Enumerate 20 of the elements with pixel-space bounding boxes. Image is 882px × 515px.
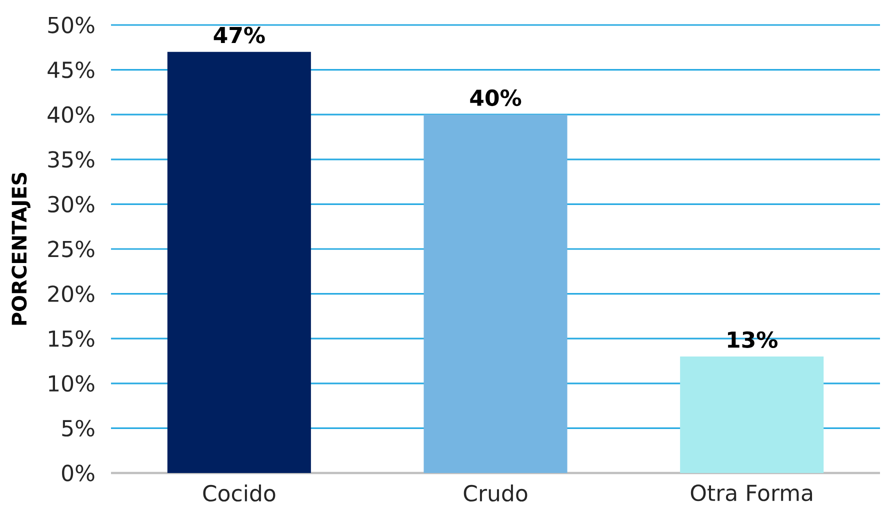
x-tick-label: Otra Forma [690, 484, 812, 502]
y-axis-title: PORCENTAJES [12, 172, 30, 325]
y-tick-label: 35% [48, 151, 94, 168]
bar [680, 356, 824, 473]
y-tick-label: 5% [62, 420, 94, 437]
y-tick-label: 10% [48, 375, 94, 392]
y-tick-label: 40% [48, 106, 94, 123]
y-tick-label: 50% [48, 16, 94, 34]
y-tick-label: 0% [62, 464, 94, 482]
y-tick-label: 25% [48, 240, 94, 258]
x-tick-label: Cocido [203, 484, 276, 502]
y-tick-label: 15% [48, 330, 94, 347]
y-tick-label: 30% [48, 196, 94, 213]
bar [424, 114, 568, 473]
y-tick-label: 45% [48, 61, 94, 78]
data-label: 47% [214, 26, 265, 44]
data-label: 40% [470, 89, 522, 106]
y-tick-label: 20% [48, 285, 94, 302]
x-tick-label: Crudo [464, 484, 528, 502]
bar [167, 52, 311, 473]
